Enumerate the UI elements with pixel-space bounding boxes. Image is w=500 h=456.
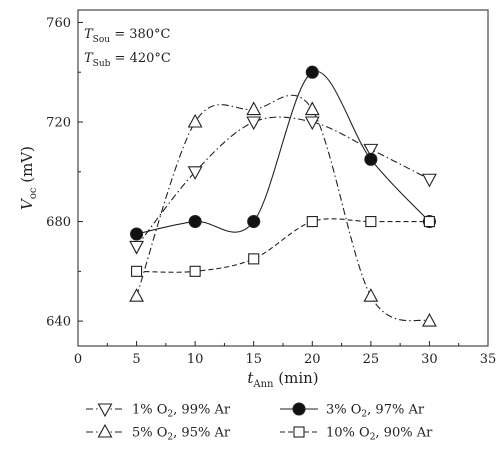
legend-marker (97, 423, 113, 438)
data-point (129, 288, 144, 302)
data-point (305, 65, 319, 79)
x-tick-label: 25 (363, 352, 380, 367)
legend: 1% O2, 99% Ar 3% O2, 97% Ar 5% O2, 95% Ar 1… (86, 402, 433, 443)
x-tick-label: 15 (245, 352, 262, 367)
x-tick-label: 35 (480, 352, 497, 367)
data-point (187, 166, 203, 180)
x-tick-label: 0 (74, 352, 82, 367)
data-point (365, 216, 377, 228)
x-tick-label: 30 (421, 352, 438, 367)
y-tick-label: 640 (46, 315, 71, 330)
y-tick-label: 760 (46, 16, 71, 31)
x-tick-label: 10 (187, 352, 204, 367)
condition-annotation: TSou = 380°C (84, 27, 171, 45)
series-line (136, 218, 430, 273)
data-point (187, 113, 203, 128)
series-1-o2-99-ar (129, 116, 437, 255)
data-point (363, 143, 379, 158)
axes: 0 5 10 15 20 25 30 35 640 680 720 760 tAnn (min) Voc … (18, 9, 497, 390)
data-point (423, 216, 435, 228)
x-tick-label: 5 (132, 352, 140, 367)
data-point (248, 253, 260, 265)
series-10-o2-90-ar (131, 216, 435, 277)
series-line (136, 70, 430, 235)
legend-label: 3% O2, 97% Ar (326, 403, 425, 420)
annotations: TSou = 380°C TSub = 420°C (84, 27, 171, 69)
data-point (130, 227, 144, 241)
data-point (246, 101, 262, 116)
series-5-o2-95-ar (129, 94, 437, 327)
plot-area (129, 65, 437, 327)
legend-entry-10-o2-90-ar: 10% O2, 90% Ar (280, 426, 433, 443)
series-line (136, 116, 430, 247)
legend-marker (292, 402, 306, 416)
legend-entry-5-o2-95-ar: 5% O2, 95% Ar (86, 423, 231, 443)
series-line (136, 94, 430, 322)
data-point (363, 288, 379, 302)
data-point (422, 173, 437, 188)
condition-annotation: TSub = 420°C (84, 51, 171, 69)
legend-marker (293, 426, 305, 438)
data-point (246, 116, 262, 131)
y-tick-label: 720 (46, 116, 71, 131)
data-point (189, 265, 201, 277)
legend-label: 5% O2, 95% Ar (132, 426, 231, 443)
y-tick-label: 680 (46, 215, 71, 230)
data-point (188, 215, 202, 229)
legend-label: 1% O2, 99% Ar (132, 403, 231, 420)
legend-entry-3-o2-97-ar: 3% O2, 97% Ar (280, 402, 425, 420)
data-point (422, 312, 437, 327)
y-axis-label: Voc (mV) (18, 146, 39, 210)
data-point (304, 116, 320, 131)
legend-entry-1-o2-99-ar: 1% O2, 99% Ar (86, 403, 231, 420)
x-tick-label: 20 (304, 352, 321, 367)
data-point (306, 216, 318, 228)
data-point (131, 265, 143, 277)
data-point (364, 152, 378, 166)
series-3-o2-97-ar (130, 65, 436, 241)
data-point (129, 240, 144, 255)
legend-marker (97, 403, 113, 418)
legend-label: 10% O2, 90% Ar (326, 426, 433, 443)
data-point (247, 215, 261, 229)
data-point (304, 101, 320, 116)
x-axis-label: tAnn (min) (247, 369, 318, 390)
